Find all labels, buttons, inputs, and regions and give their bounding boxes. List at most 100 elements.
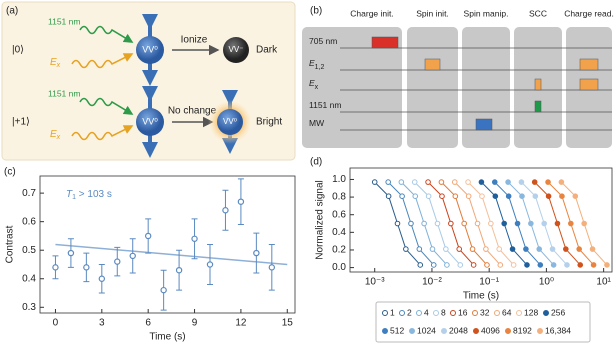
data-point [509,246,516,252]
legend-label: 64 [502,307,512,317]
data-point [98,275,106,282]
data-point [523,246,529,252]
text-main: E [309,78,315,88]
stage-label: SCC [529,8,547,18]
data-point [425,179,431,185]
data-point [237,198,245,205]
legend-label: 16 [458,307,468,317]
data-point [568,220,574,227]
defect-sphere [136,108,164,136]
text-main: 705 nm [309,36,337,46]
x-tick-label: 9 [192,318,198,329]
defect-sphere [136,36,164,64]
data-point [576,246,582,252]
panel-d: (d) 10⁻³ 10⁻² 10⁻¹ 10⁰ 10¹ 0.0 0.2 0.4 0.6 0.8 1.0 T… [310,157,613,343]
legend-marker [441,328,447,334]
wavelength-label: 1151 nm [48,16,80,26]
y-tick-label: 0.3 [22,302,36,313]
laser-wave [71,53,134,69]
y-tick-label: 0.7 [22,188,36,199]
data-point [469,246,476,252]
result-label: Bright [256,117,282,128]
legend-label: 4 [424,307,429,317]
defect-label: VV⁰ [142,116,158,126]
text-main: MW [309,118,324,128]
data-point [554,220,561,227]
data-point [581,220,587,227]
legend-marker [472,310,478,316]
defect-label: VV⁰ [142,44,158,54]
panel-label: (a) [6,6,18,17]
x-axis-label: Time (s) [149,332,185,343]
stage-label: Spin init. [416,8,449,18]
x-tick-label: 10⁰ [539,277,554,288]
data-point [550,262,557,268]
channel-label: E1,2 [309,58,325,71]
plot-frame [349,167,613,273]
data-point [545,179,551,185]
data-point [452,193,459,200]
data-point [492,193,499,200]
y-tick-label: 0.0 [332,262,346,273]
data-point [191,235,198,242]
data-point [532,193,539,200]
data-point [531,179,538,185]
stage-label: Charge init. [350,8,393,18]
legend-marker [516,310,522,316]
data-point [398,179,405,185]
data-point [491,179,498,185]
panel-a: (a) |0⟩ 1151 nm Ex VV⁰ Ionize VV⁻ Dark |… [1,1,296,161]
text-main: T [66,189,73,200]
text-main: 1151 nm [309,100,341,110]
legend-marker [543,310,549,316]
data-point [528,220,534,227]
data-point [604,262,610,268]
data-point [549,246,556,252]
data-point [399,193,405,200]
legend-label: 4096 [481,325,500,335]
data-point [394,220,401,227]
data-point [416,246,423,252]
text-sub: 1,2 [315,64,325,71]
data-point [448,220,454,227]
state-label: |+1⟩ [12,117,30,128]
y-axis-label: Normalized signal [315,180,326,259]
channel-label: 1151 nm [309,100,341,110]
defect-sphere [217,109,243,135]
data-point [430,262,437,268]
defect-sphere [223,37,249,63]
y-tick-label: 0.5 [22,245,36,256]
state-label: |0⟩ [12,45,24,56]
legend-label: 1024 [417,325,436,335]
legend-marker [537,328,543,334]
data-point [439,193,445,200]
x-tick-label: 3 [99,318,105,329]
stage-box [302,27,402,148]
data-point [253,249,260,257]
y-tick-label: 1.0 [332,174,346,185]
data-point [443,246,449,252]
panel-label: (b) [310,6,322,17]
data-point [545,193,552,200]
pulse [371,36,399,49]
data-point [474,220,481,227]
data-point [425,193,432,200]
y-tick-label: 0.6 [22,216,36,227]
data-point [514,220,521,227]
legend-box [375,301,591,343]
data-point [590,262,597,268]
data-point [222,207,229,214]
data-point [465,193,472,200]
data-point [206,261,214,268]
x-tick-label: 0 [53,318,59,329]
data-point [589,246,596,252]
legend-marker [494,310,500,316]
data-point [456,246,463,252]
legend-label: 2048 [449,325,468,335]
data-point [83,264,90,271]
legend-marker [473,328,479,334]
data-point [470,262,477,268]
data-point [577,262,584,268]
channel-label: Ex [309,78,319,91]
